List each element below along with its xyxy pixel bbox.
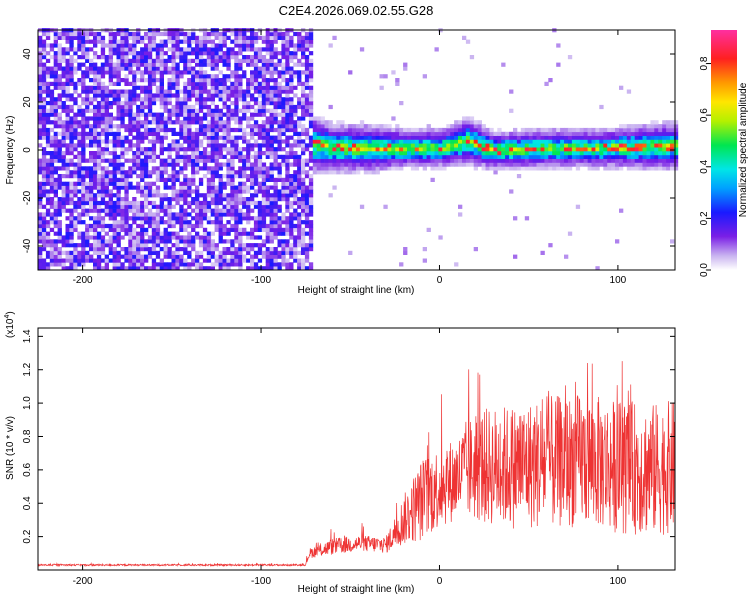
snr-y-multiplier-close: )	[5, 311, 16, 314]
colorbar-tick-label: 0.6	[699, 108, 710, 122]
spectrogram-y-ticks: -40 -20 0 20 40	[22, 48, 675, 253]
spectrogram-y-label: Frequency (Hz)	[5, 116, 16, 185]
snr-frame	[37, 327, 676, 571]
spectrogram-x-tick-label: 0	[437, 275, 443, 286]
spectrogram-x-tick-label: -200	[73, 275, 93, 286]
snr-y-tick-label: 0.2	[22, 529, 33, 543]
snr-y-multiplier: (x104)	[4, 311, 16, 338]
spectrogram-y-tick-label: 20	[22, 96, 33, 108]
spectrogram-cells	[38, 28, 679, 271]
colorbar-ticks: 0.0 0.2 0.4 0.6 0.8	[699, 56, 711, 277]
snr-x-ticks: -200 -100 0 100	[73, 328, 627, 587]
colorbar-tick-label: 0.2	[699, 211, 710, 225]
snr-x-label: Height of straight line (km)	[298, 584, 415, 595]
snr-y-label: SNR (10 * v/v)	[5, 416, 16, 480]
snr-y-multiplier-base: (x10	[5, 318, 16, 338]
spectrogram-y-tick-label: 40	[22, 48, 33, 60]
snr-y-tick-label: 1.4	[22, 329, 33, 343]
colorbar-gradient	[711, 30, 737, 270]
snr-y-tick-label: 1.2	[22, 362, 33, 376]
snr-y-tick-label: 1.0	[22, 396, 33, 410]
spectrogram-y-tick-label: -20	[22, 190, 33, 205]
snr-series-line	[38, 361, 675, 568]
snr-x-tick-label: -200	[73, 576, 93, 587]
colorbar-tick-label: 0.4	[699, 159, 710, 173]
spectrogram-y-tick-label: 0	[22, 147, 33, 153]
colorbar-tick-label: 0.8	[699, 56, 710, 70]
snr-y-multiplier-exp: 4	[4, 315, 11, 319]
figure-title: C2E4.2026.069.02.55.G28	[279, 3, 434, 18]
snr-y-tick-label: 0.6	[22, 462, 33, 476]
snr-x-tick-label: -100	[251, 576, 271, 587]
snr-x-tick-label: 100	[610, 576, 627, 587]
spectrogram-x-ticks: -200 -100 0 100	[73, 30, 627, 286]
colorbar-tick-label: 0.0	[699, 263, 710, 277]
spectrogram-x-tick-label: -100	[251, 275, 271, 286]
spectrogram-x-tick-label: 100	[610, 275, 627, 286]
snr-line-path	[38, 361, 675, 568]
colorbar: 0.0 0.2 0.4 0.6 0.8 Normalized spectral ampl…	[699, 30, 749, 277]
snr-y-ticks: 0.2 0.4 0.6 0.8 1.0 1.2 1.4	[22, 329, 675, 544]
spectrogram-x-label: Height of straight line (km)	[298, 285, 415, 296]
snr-y-tick-label: 0.8	[22, 429, 33, 443]
colorbar-label: Normalized spectral amplitude	[738, 82, 749, 217]
snr-panel: -200 -100 0 100 0.2 0.4 0.6 0.8 1.0 1.2 1.4 Heigh…	[4, 311, 676, 595]
snr-x-tick-label: 0	[437, 576, 443, 587]
spectrogram-y-tick-label: -40	[22, 238, 33, 253]
svg-text:(x104): (x104)	[4, 311, 16, 338]
snr-y-tick-label: 0.4	[22, 496, 33, 510]
